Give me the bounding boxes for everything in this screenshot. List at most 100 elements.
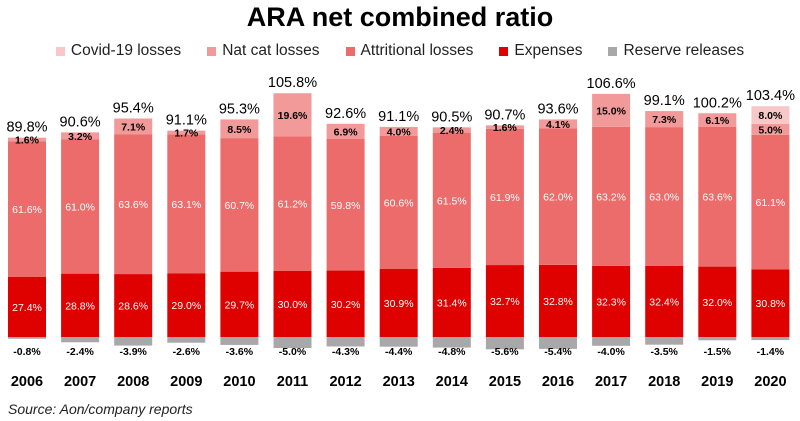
bar-segment [485, 265, 524, 337]
legend-swatch [207, 46, 217, 56]
bar-segment [379, 269, 418, 337]
bar-segment [698, 266, 737, 337]
segment-label: 29.0% [171, 300, 201, 312]
segment-label: 29.7% [225, 299, 255, 311]
bar-segment [592, 126, 631, 266]
segment-label: 32.0% [702, 297, 732, 309]
legend-label: Expenses [514, 42, 583, 59]
bar-segment-negative [326, 337, 365, 347]
negative-label: -0.8% [13, 346, 41, 358]
source-note: Source: Aon/company reports [8, 401, 193, 417]
total-label: 105.8% [268, 75, 317, 91]
segment-label: 3.2% [68, 131, 93, 143]
legend-label: Nat cat losses [222, 42, 320, 59]
bar-segment [751, 123, 790, 135]
bar-segment [326, 123, 365, 139]
bar-segment-negative [114, 337, 153, 346]
segment-label: 32.3% [596, 296, 626, 308]
segment-label: 32.8% [543, 296, 573, 308]
legend-swatch [55, 46, 65, 56]
segment-label: 8.0% [758, 110, 783, 122]
legend-swatch [499, 46, 509, 56]
total-label: 99.1% [644, 93, 685, 109]
bar-segment [8, 137, 46, 142]
segment-label: 61.2% [278, 199, 308, 211]
bar-segment [114, 134, 153, 275]
segment-label: 63.2% [596, 191, 626, 203]
bar-segment-negative [220, 337, 259, 345]
segment-label: 28.8% [65, 300, 95, 312]
legend-item: Expenses [499, 42, 582, 60]
legend-item: Covid-19 losses [55, 42, 182, 60]
negative-label: -5.0% [279, 346, 307, 358]
bar-segment [751, 106, 790, 124]
segment-label: 7.1% [121, 121, 146, 133]
bar-segment [539, 264, 577, 337]
total-label: 100.2% [693, 95, 742, 111]
legend-item: Reserve releases [608, 42, 744, 60]
negative-label: -2.4% [66, 346, 94, 358]
segment-label: 61.1% [756, 197, 786, 209]
bar-segment [114, 118, 153, 135]
total-label: 92.6% [325, 106, 366, 122]
total-label: 90.5% [431, 109, 472, 125]
x-tick-label: 2012 [329, 374, 361, 390]
segment-label: 28.6% [118, 301, 148, 313]
legend-label: Covid-19 losses [70, 42, 182, 59]
bar-segment [485, 125, 524, 129]
bar-segment [167, 134, 206, 274]
negative-label: -3.6% [226, 346, 254, 358]
x-tick-label: 2016 [542, 374, 574, 390]
bar-segment [698, 126, 737, 267]
segment-label: 6.9% [334, 126, 359, 138]
segment-label: 5.0% [758, 124, 783, 136]
legend-label: Reserve releases [623, 42, 745, 59]
bar-segment [220, 138, 259, 272]
segment-label: 59.8% [331, 200, 361, 212]
bar-segment [645, 111, 684, 128]
segment-label: 31.4% [437, 297, 467, 309]
legend-item: Nat cat losses [207, 42, 320, 60]
segment-label: 60.7% [225, 200, 255, 212]
segment-label: 30.0% [278, 299, 308, 311]
segment-label: 61.9% [490, 192, 520, 204]
x-tick-label: 2017 [595, 374, 627, 390]
x-tick-label: 2006 [11, 374, 43, 390]
x-tick-label: 2020 [754, 374, 786, 390]
segment-label: 32.4% [649, 296, 679, 308]
x-tick-label: 2018 [648, 374, 680, 390]
segment-label: 63.0% [649, 191, 679, 203]
total-label: 95.3% [219, 101, 260, 117]
segment-label: 15.0% [596, 105, 626, 117]
bar-segment [326, 270, 365, 337]
segment-label: 30.9% [384, 298, 414, 310]
total-label: 95.4% [113, 101, 154, 117]
total-label: 90.7% [484, 107, 525, 123]
negative-label: -3.5% [650, 346, 678, 358]
bar-segment [592, 93, 631, 127]
bar-segment-negative [751, 337, 790, 341]
bar-segment [539, 128, 577, 265]
segment-label: 63.6% [702, 192, 732, 204]
negative-label: -4.8% [438, 346, 466, 358]
x-tick-label: 2014 [436, 374, 468, 390]
total-label: 89.8% [6, 120, 47, 136]
bar-segment [167, 130, 206, 135]
bar-segment [273, 93, 312, 137]
bar-segment-negative [485, 337, 524, 350]
legend-label: Attritional losses [360, 42, 474, 59]
segment-label: 4.0% [387, 126, 412, 138]
x-tick-label: 2013 [383, 374, 415, 390]
negative-label: -4.3% [332, 346, 360, 358]
legend-item: Attritional losses [345, 42, 474, 60]
bar-segment-negative [539, 337, 577, 349]
negative-label: -5.4% [544, 346, 572, 358]
legend-swatch [608, 46, 618, 56]
bar-segment [8, 141, 46, 277]
bar-segment [592, 265, 631, 337]
bar-segment [485, 128, 524, 266]
negative-label: -5.6% [491, 346, 519, 358]
total-label: 91.1% [378, 109, 419, 125]
bar-segment [751, 269, 790, 337]
